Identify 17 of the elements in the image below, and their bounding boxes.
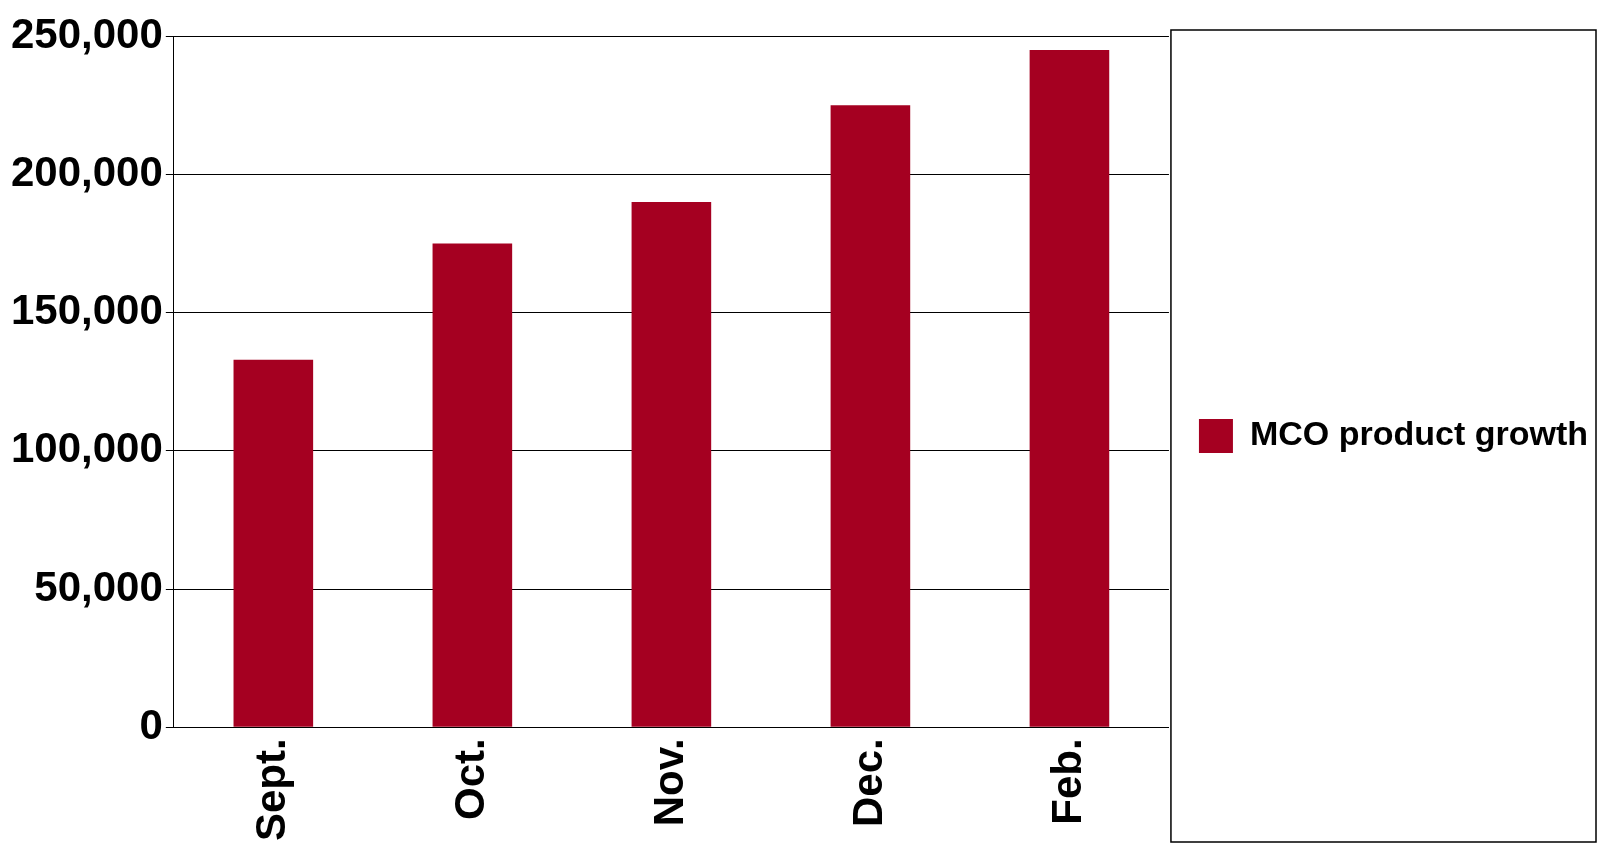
- legend-label: MCO product growth: [1249, 414, 1588, 453]
- bar: [830, 105, 911, 727]
- bar: [432, 243, 513, 727]
- bar: [631, 202, 712, 727]
- y-tick-label: 50,000: [34, 562, 163, 610]
- x-tick-label: Oct.: [445, 738, 493, 820]
- y-tick-label: 250,000: [10, 9, 163, 57]
- x-tick-label: Nov.: [644, 738, 692, 827]
- y-tick-label: 150,000: [10, 286, 163, 334]
- y-tick-label: 0: [139, 700, 163, 748]
- y-tick-label: 200,000: [10, 148, 163, 195]
- x-tick-label: Sept.: [246, 738, 294, 841]
- y-tick-label: 100,000: [10, 424, 163, 472]
- x-tick-label: Feb.: [1043, 738, 1091, 825]
- bar: [233, 359, 314, 727]
- bar: [1029, 50, 1110, 727]
- x-tick-label: Dec.: [843, 738, 891, 828]
